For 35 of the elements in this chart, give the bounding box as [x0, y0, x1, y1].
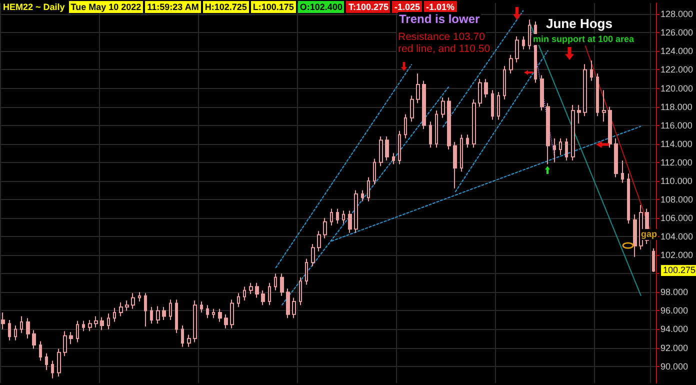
y-tick-label: 92.000 — [660, 342, 688, 353]
annotation: gap — [640, 229, 658, 240]
y-tick-label: 98.000 — [660, 287, 688, 298]
text: June Hogs — [546, 16, 612, 31]
y-tick-label: 102.000 — [660, 250, 694, 260]
y-tick-label: 114.000 — [660, 138, 692, 149]
y-tick-label: 120.000 — [660, 83, 694, 94]
annotation: O:102.400 — [298, 1, 344, 13]
y-tick-label: 118.000 — [660, 102, 692, 112]
annotation: red line, and 110.50 — [397, 43, 492, 56]
y-tick-label: 124.000 — [660, 46, 694, 56]
annotation: HEM22 ~ Daily — [1, 1, 67, 13]
annotation: Trend is lower — [398, 12, 481, 26]
y-tick-label: 96.000 — [660, 306, 688, 316]
y-tick-label: 90.000 — [660, 361, 688, 372]
y-tick-label: 122.000 — [660, 64, 694, 75]
y-tick-label: 108.000 — [660, 194, 694, 204]
y-tick-label: 112.000 — [660, 157, 692, 168]
y-tick-label: 106.000 — [660, 213, 694, 224]
annotation: -1.01% — [424, 1, 457, 13]
y-tick-label: 94.000 — [660, 324, 688, 334]
annotation: L:100.175 — [250, 1, 296, 13]
y-tick-label: 128.000 — [660, 9, 694, 20]
y-tick-label: 104.000 — [660, 232, 694, 242]
text: 100.275 — [661, 265, 696, 276]
annotation: 11:59:23 AM — [145, 1, 201, 13]
annotation: Tue May 10 2022 — [68, 1, 144, 13]
y-tick-label: 110.000 — [660, 176, 692, 186]
annotation: T:100.275 — [346, 1, 390, 13]
y-tick-label: 126.000 — [660, 28, 694, 38]
y-tick-label: 116.000 — [660, 120, 692, 130]
annotation: H:102.725 — [202, 1, 249, 13]
annotation: -1.025 — [392, 1, 422, 13]
annotation: Resistance 103.70 — [397, 31, 486, 44]
annotation: min support at 100 area — [532, 34, 636, 45]
